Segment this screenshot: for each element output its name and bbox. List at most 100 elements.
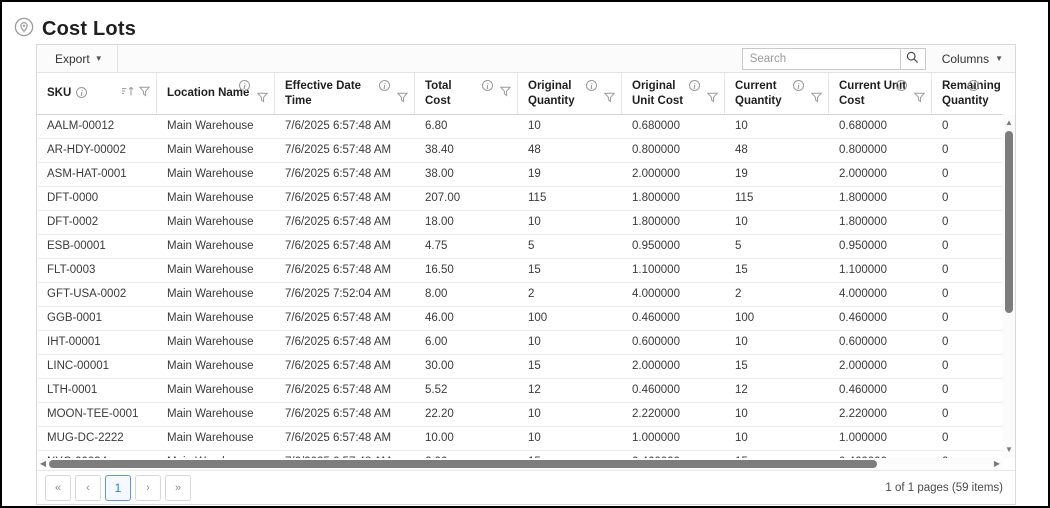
column-header-sku[interactable]: SKU i bbox=[37, 73, 157, 114]
info-icon: i bbox=[239, 80, 250, 91]
last-page-button[interactable]: » bbox=[165, 474, 191, 501]
table-row[interactable]: ESB-00001 Main Warehouse 7/6/2025 6:57:48 … bbox=[37, 235, 1003, 259]
table-row[interactable]: AALM-00012 Main Warehouse 7/6/2025 6:57:48… bbox=[37, 115, 1003, 139]
table-cell: 18.00 bbox=[425, 216, 454, 228]
vertical-scrollbar[interactable]: ▲ ▼ bbox=[1003, 115, 1015, 458]
table-cell: 0 bbox=[942, 288, 949, 300]
scroll-up-icon[interactable]: ▲ bbox=[1005, 118, 1013, 127]
table-cell: 8.00 bbox=[425, 288, 448, 300]
table-cell: Main Warehouse bbox=[167, 120, 254, 132]
table-cell: Main Warehouse bbox=[167, 288, 254, 300]
filter-funnel-icon[interactable] bbox=[256, 92, 269, 108]
scroll-right-icon[interactable]: ▶ bbox=[993, 459, 1001, 468]
table-row[interactable]: AR-HDY-00002 Main Warehouse 7/6/2025 6:57:… bbox=[37, 139, 1003, 163]
table-header-row: SKU i Location Name i Effective Date Time i To… bbox=[37, 73, 1003, 115]
filter-funnel-icon[interactable] bbox=[810, 92, 823, 108]
table-cell: 6.00 bbox=[425, 336, 448, 348]
table-row[interactable]: DFT-0002 Main Warehouse 7/6/2025 6:57:48 A… bbox=[37, 211, 1003, 235]
column-header-original-unit-cost[interactable]: Original Unit Cost i bbox=[622, 73, 725, 114]
table-cell: 10 bbox=[528, 408, 541, 420]
table-cell: 7/6/2025 6:57:48 AM bbox=[285, 264, 392, 276]
info-icon: i bbox=[689, 80, 700, 91]
table-cell: 0 bbox=[942, 144, 949, 156]
table-cell: 0 bbox=[942, 264, 949, 276]
table-cell: 19 bbox=[528, 168, 541, 180]
table-cell: 0.460000 bbox=[839, 384, 887, 396]
table-row[interactable]: MOON-TEE-0001 Main Warehouse 7/6/2025 6:57… bbox=[37, 403, 1003, 427]
scroll-down-icon[interactable]: ▼ bbox=[1005, 445, 1013, 454]
table-row[interactable]: DFT-0000 Main Warehouse 7/6/2025 6:57:48 A… bbox=[37, 187, 1003, 211]
search-input[interactable] bbox=[741, 47, 900, 70]
table-row[interactable]: GFT-USA-0002 Main Warehouse 7/6/2025 7:52:… bbox=[37, 283, 1003, 307]
table-cell: FLT-0003 bbox=[47, 264, 96, 276]
table-cell: 7/6/2025 6:57:48 AM bbox=[285, 408, 392, 420]
table-row[interactable]: LINC-00001 Main Warehouse 7/6/2025 6:57:48… bbox=[37, 355, 1003, 379]
table-row[interactable]: ASM-HAT-0001 Main Warehouse 7/6/2025 6:57:… bbox=[37, 163, 1003, 187]
filter-funnel-icon[interactable] bbox=[603, 92, 616, 108]
horizontal-scrollbar[interactable]: ◀ ▶ bbox=[37, 458, 1003, 470]
table-row[interactable]: IHT-00001 Main Warehouse 7/6/2025 6:57:48 … bbox=[37, 331, 1003, 355]
column-header-effective-date-time[interactable]: Effective Date Time i bbox=[275, 73, 415, 114]
column-header-current-unit-cost[interactable]: Current Unit Cost i bbox=[829, 73, 932, 114]
sort-ascending-icon[interactable] bbox=[121, 86, 135, 102]
filter-funnel-icon[interactable] bbox=[138, 86, 151, 102]
table-cell: 10 bbox=[735, 120, 748, 132]
table-cell: 48 bbox=[528, 144, 541, 156]
info-icon: i bbox=[379, 80, 390, 91]
column-header-location-name[interactable]: Location Name i bbox=[157, 73, 275, 114]
table-cell: 10 bbox=[735, 408, 748, 420]
table-cell: 0.680000 bbox=[839, 120, 887, 132]
filter-funnel-icon[interactable] bbox=[913, 92, 926, 108]
table-cell: Main Warehouse bbox=[167, 264, 254, 276]
table-cell: Main Warehouse bbox=[167, 432, 254, 444]
table-cell: 10 bbox=[528, 336, 541, 348]
table-cell: 2.000000 bbox=[839, 360, 887, 372]
table-cell: MOON-TEE-0001 bbox=[47, 408, 139, 420]
column-header-current-quantity[interactable]: Current Quantity i bbox=[725, 73, 829, 114]
table-cell: Main Warehouse bbox=[167, 360, 254, 372]
next-page-button[interactable]: › bbox=[135, 474, 161, 501]
column-header-original-quantity[interactable]: Original Quantity i bbox=[518, 73, 622, 114]
table-cell: 10 bbox=[528, 432, 541, 444]
table-row[interactable]: MUG-DC-2222 Main Warehouse 7/6/2025 6:57:4… bbox=[37, 427, 1003, 451]
export-button[interactable]: Export ▼ bbox=[47, 48, 111, 70]
filter-funnel-icon[interactable] bbox=[396, 92, 409, 108]
filter-funnel-icon[interactable] bbox=[706, 92, 719, 108]
info-icon: i bbox=[482, 79, 493, 91]
page-1-button[interactable]: 1 bbox=[105, 474, 131, 501]
table-cell: Main Warehouse bbox=[167, 216, 254, 228]
table-cell: Main Warehouse bbox=[167, 312, 254, 324]
table-cell: 2.000000 bbox=[839, 168, 887, 180]
table-cell: 10 bbox=[735, 216, 748, 228]
scroll-left-icon[interactable]: ◀ bbox=[39, 459, 47, 468]
search-icon bbox=[906, 51, 919, 67]
table-cell: 7/6/2025 6:57:48 AM bbox=[285, 312, 392, 324]
table-cell: 0 bbox=[942, 120, 949, 132]
search-button[interactable] bbox=[899, 47, 926, 70]
first-page-button[interactable]: « bbox=[45, 474, 71, 501]
column-label: Total Cost bbox=[425, 79, 452, 107]
table-cell: 19 bbox=[735, 168, 748, 180]
horizontal-scrollbar-thumb[interactable] bbox=[49, 460, 877, 468]
table-cell: 1.800000 bbox=[839, 192, 887, 204]
column-header-total-cost[interactable]: Total Cost i bbox=[415, 73, 518, 114]
table-cell: 0.460000 bbox=[839, 312, 887, 324]
table-cell: 7/6/2025 7:52:04 AM bbox=[285, 288, 392, 300]
table-row[interactable]: LTH-0001 Main Warehouse 7/6/2025 6:57:48 A… bbox=[37, 379, 1003, 403]
column-label: Current Unit Cost bbox=[839, 79, 907, 107]
table-row[interactable]: GGB-0001 Main Warehouse 7/6/2025 6:57:48 A… bbox=[37, 307, 1003, 331]
table-cell: 0 bbox=[942, 432, 949, 444]
table-cell: 38.40 bbox=[425, 144, 454, 156]
table-cell: 46.00 bbox=[425, 312, 454, 324]
column-header-remaining-quantity[interactable]: Remaining Quantity i bbox=[932, 73, 1003, 114]
table-row[interactable]: FLT-0003 Main Warehouse 7/6/2025 6:57:48 A… bbox=[37, 259, 1003, 283]
table-cell: 2.000000 bbox=[632, 168, 680, 180]
columns-button[interactable]: Columns ▼ bbox=[936, 48, 1009, 70]
prev-page-button[interactable]: ‹ bbox=[75, 474, 101, 501]
table-cell: 2.000000 bbox=[632, 360, 680, 372]
vertical-scrollbar-thumb[interactable] bbox=[1005, 131, 1013, 313]
filter-funnel-icon[interactable] bbox=[499, 86, 512, 102]
location-pin-circle-icon bbox=[14, 17, 34, 42]
table-cell: IHT-00001 bbox=[47, 336, 101, 348]
table-cell: DFT-0000 bbox=[47, 192, 99, 204]
